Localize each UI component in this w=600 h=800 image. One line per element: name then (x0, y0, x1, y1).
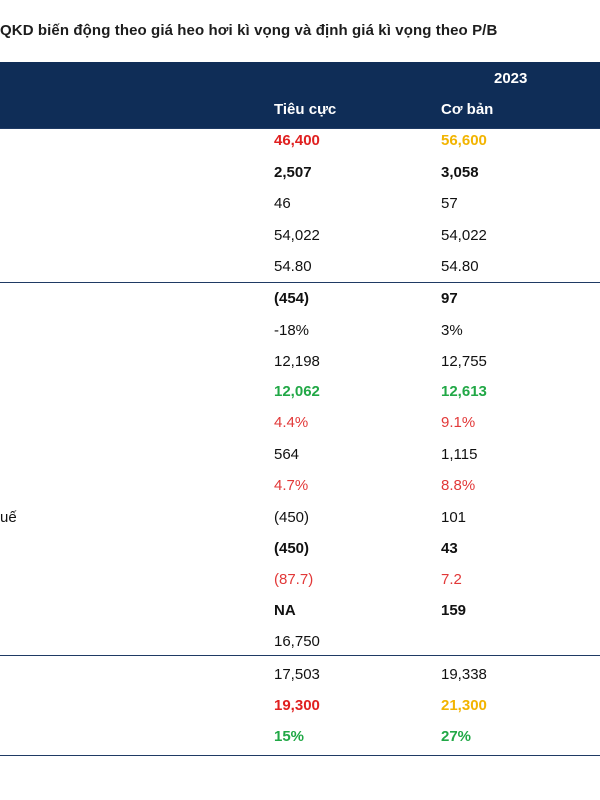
cell-negative: 12,198 (274, 353, 320, 370)
cell-base: 3% (441, 322, 463, 339)
cell-negative: (450) (274, 540, 310, 557)
cell-base: 54,022 (441, 227, 487, 244)
cell-negative: 2,507 (274, 164, 312, 181)
cell-base: 1,115 (441, 446, 478, 463)
cell-negative: (450) (274, 509, 310, 526)
cell-negative: 19,300 (274, 697, 320, 714)
cell-negative: 4.4% (274, 414, 309, 431)
cell-negative: 17,503 (274, 666, 320, 683)
cell-base: 7.2 (441, 571, 462, 588)
cell-base: 3,058 (441, 164, 479, 181)
cell-negative: 4.7% (274, 477, 309, 494)
table-title: QKD biến động theo giá heo hơi kì vọng v… (0, 22, 498, 39)
cell-base: 101 (441, 509, 467, 526)
cell-negative: (454) (274, 290, 310, 307)
column-header-base: Cơ bản (441, 101, 494, 118)
section-divider (0, 282, 600, 283)
cell-negative: 16,750 (274, 633, 320, 650)
section-divider (0, 128, 600, 129)
column-header-negative: Tiêu cực (274, 101, 337, 118)
cell-base: 12,613 (441, 383, 487, 400)
cell-base: 8.8% (441, 477, 476, 494)
cell-negative: 15% (274, 728, 305, 745)
cell-negative: 46,400 (274, 132, 320, 149)
cell-negative: 564 (274, 446, 300, 463)
cell-negative: 46 (274, 195, 291, 212)
table-header (0, 62, 600, 128)
cell-base: 12,755 (441, 353, 487, 370)
cell-base: 19,338 (441, 666, 487, 683)
cell-base: 43 (441, 540, 458, 557)
cell-negative: 12,062 (274, 383, 320, 400)
cell-base: 56,600 (441, 132, 487, 149)
cell-negative: NA (274, 602, 296, 619)
table-bottom-rule (0, 755, 600, 756)
year-header: 2023 (494, 70, 528, 87)
cell-base: 9.1% (441, 414, 476, 431)
cell-negative: 54,022 (274, 227, 320, 244)
cell-base: 27% (441, 728, 472, 745)
cell-negative: -18% (274, 322, 310, 339)
cell-negative: (87.7) (274, 571, 314, 588)
cell-negative: 54.80 (274, 258, 312, 275)
cell-base: 57 (441, 195, 458, 212)
cell-base: 54.80 (441, 258, 479, 275)
row-label-fragment: uế (0, 509, 17, 526)
section-divider (0, 655, 600, 656)
cell-base: 97 (441, 290, 458, 307)
cell-base: 159 (441, 602, 467, 619)
cell-base: 21,300 (441, 697, 487, 714)
